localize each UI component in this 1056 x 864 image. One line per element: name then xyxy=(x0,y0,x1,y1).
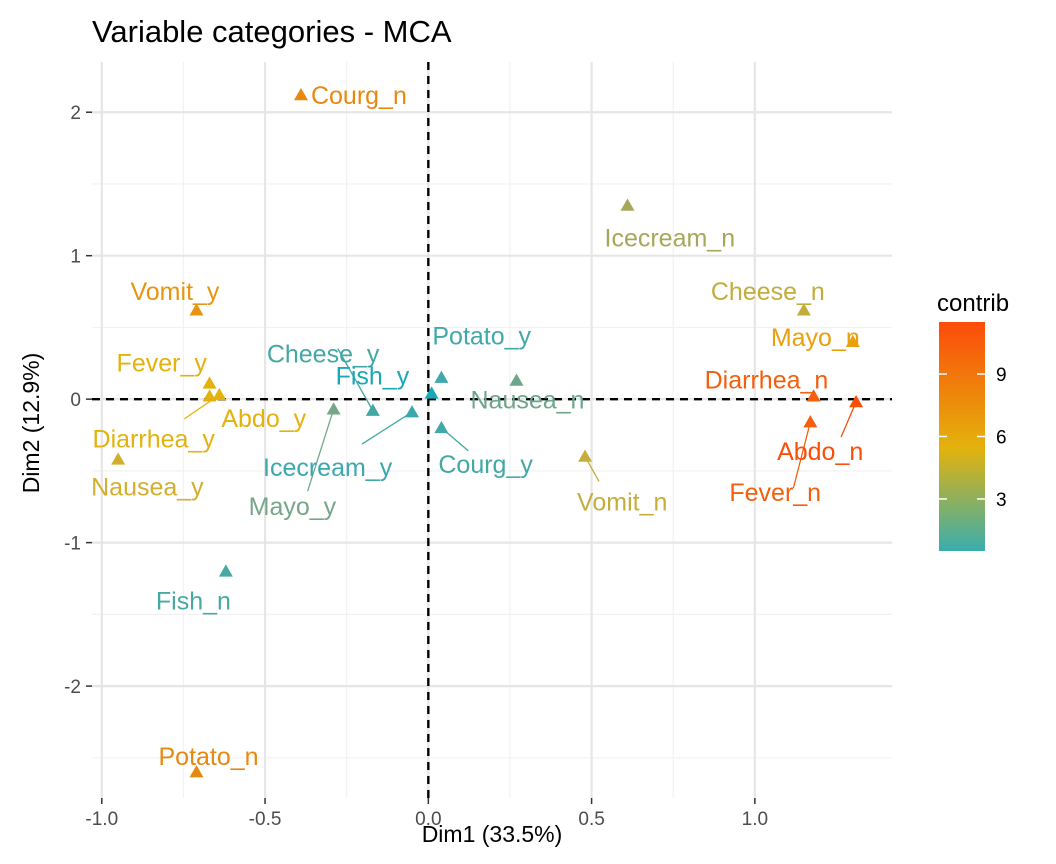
label-courg-n: Courg_n xyxy=(311,82,407,110)
point-cheese-y xyxy=(365,403,380,416)
y-axis-ticks: -2 -1 0 1 2 xyxy=(64,103,92,698)
y-tick-label: -1 xyxy=(64,534,81,555)
point-mayo-n xyxy=(845,334,860,348)
point-icecream-y xyxy=(405,405,419,418)
legend-ticks: 3 6 9 xyxy=(939,365,1007,511)
x-axis-title: Dim1 (33.5%) xyxy=(422,821,563,847)
label-mayo-n: Mayo_n xyxy=(771,324,860,352)
label-fish-y: Fish_y xyxy=(336,362,410,390)
label-diarrhea-y: Diarrhea_y xyxy=(93,425,216,453)
label-icecream-y: Icecream_y xyxy=(263,454,393,482)
point-diarrhea-y xyxy=(202,389,217,402)
point-fish-y xyxy=(424,386,439,399)
chart-title: Variable categories - MCA xyxy=(92,14,452,49)
connector-icecream-y xyxy=(361,411,413,445)
point-diarrhea-n xyxy=(806,389,821,402)
point-abdo-n xyxy=(849,395,864,408)
legend-tick-label: 9 xyxy=(996,365,1007,386)
connector-mayo-y xyxy=(307,409,335,492)
label-fever-n: Fever_n xyxy=(729,479,821,507)
x-tick-label: 0.0 xyxy=(415,809,441,830)
label-vomit-n: Vomit_n xyxy=(577,489,667,517)
label-abdo-n: Abdo_n xyxy=(777,438,863,466)
legend: contrib 3 6 9 xyxy=(937,290,1009,551)
x-tick-label: -1.0 xyxy=(85,809,118,830)
point-nausea-y xyxy=(111,452,126,465)
y-tick-label: 0 xyxy=(70,390,81,411)
legend-title: contrib xyxy=(937,290,1009,317)
point-potato-y xyxy=(434,370,449,383)
label-abdo-y: Abdo_y xyxy=(221,405,306,433)
points xyxy=(111,87,864,778)
label-potato-y: Potato_y xyxy=(432,323,531,351)
connector-abdo-n xyxy=(840,401,857,438)
legend-tick-label: 6 xyxy=(996,428,1007,449)
point-vomit-y xyxy=(189,303,204,316)
x-tick-label: 0.5 xyxy=(578,809,604,830)
label-nausea-n: Nausea_n xyxy=(470,387,584,415)
label-nausea-y: Nausea_y xyxy=(91,473,204,501)
point-potato-n xyxy=(189,765,204,778)
label-mayo-y: Mayo_y xyxy=(249,493,337,521)
point-mayo-y xyxy=(326,402,341,415)
point-fever-n xyxy=(803,415,818,428)
point-fish-n xyxy=(218,564,233,577)
y-tick-label: -2 xyxy=(64,677,81,698)
grid-major xyxy=(92,62,892,798)
point-vomit-n xyxy=(578,449,593,462)
point-courg-y xyxy=(434,420,449,434)
point-cheese-n xyxy=(796,303,811,316)
x-tick-label: 1.0 xyxy=(742,809,768,830)
point-nausea-n xyxy=(509,373,524,386)
grid-minor xyxy=(92,62,892,798)
y-tick-label: 2 xyxy=(70,103,81,124)
y-axis-title: Dim2 (12.9%) xyxy=(18,353,44,494)
x-tick-label: -0.5 xyxy=(249,809,282,830)
y-tick-label: 1 xyxy=(70,247,81,268)
legend-tick-label: 3 xyxy=(996,490,1007,511)
x-axis-ticks: -1.0 -0.5 0.0 0.5 1.0 xyxy=(85,798,768,830)
point-abdo-y xyxy=(212,387,227,401)
label-fever-y: Fever_y xyxy=(117,349,208,377)
label-cheese-n: Cheese_n xyxy=(711,278,825,306)
label-vomit-y: Vomit_y xyxy=(130,278,219,306)
label-cheese-y: Cheese_y xyxy=(267,341,380,369)
label-courg-y: Courg_y xyxy=(438,451,533,479)
label-potato-n: Potato_n xyxy=(158,743,258,771)
connector-cheese-y xyxy=(337,348,374,411)
point-labels: Courg_n Icecream_n Vomit_y Cheese_n Mayo_n Fe… xyxy=(91,82,863,771)
label-diarrhea-n: Diarrhea_n xyxy=(705,366,829,394)
plot-panel xyxy=(92,62,892,798)
point-courg-n xyxy=(293,87,308,101)
connector-fever-n xyxy=(792,421,811,489)
label-icecream-n: Icecream_n xyxy=(605,224,736,252)
point-fever-y xyxy=(202,376,217,389)
label-fish-n: Fish_n xyxy=(156,587,231,615)
point-icecream-n xyxy=(620,198,635,211)
